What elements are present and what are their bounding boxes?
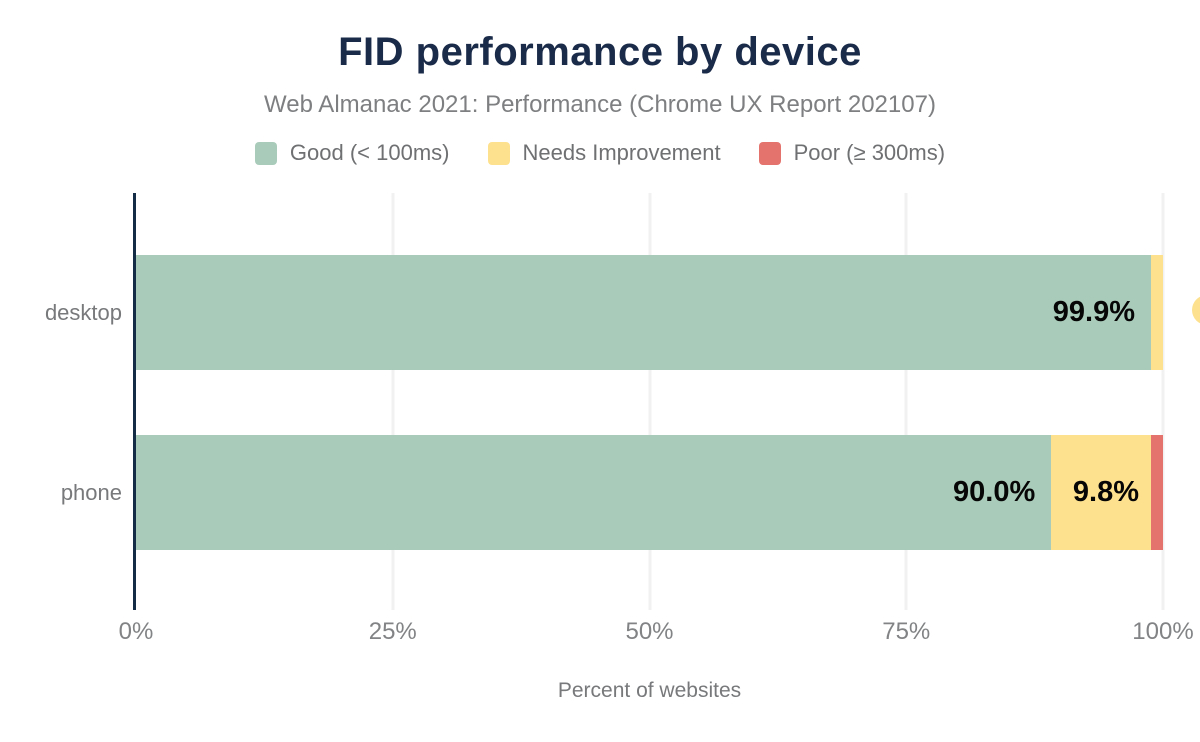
x-tick-25%: 25% (368, 618, 417, 645)
x-tick-0%: 0% (118, 618, 154, 645)
legend-item-label: Poor (≥ 300ms) (793, 140, 946, 165)
y-axis-line (133, 193, 136, 610)
legend-swatch-icon (758, 141, 781, 165)
y-axis-label-desktop: desktop (44, 299, 122, 325)
legend-swatch-icon (487, 141, 510, 165)
legend-item-label: Needs Improvement (522, 140, 721, 165)
x-tick-75%: 75% (882, 618, 931, 645)
gridline-25% (391, 193, 395, 610)
legend-item-2[interactable]: Needs Improvement (487, 140, 721, 166)
x-axis-title: Percent of websites (557, 679, 742, 702)
bar-segment-phone-3[interactable] (1151, 435, 1163, 550)
bar-segment-desktop-1[interactable]: 99.9% (136, 255, 1151, 370)
bar-value-label: 9.8% (1072, 476, 1139, 508)
gridline-75% (904, 193, 908, 610)
gridline-100% (1161, 193, 1165, 610)
x-tick-100%: 100% (1132, 618, 1194, 645)
bar-segment-desktop-2[interactable] (1151, 255, 1163, 370)
chart-subtitle: Web Almanac 2021: Performance (Chrome UX… (264, 91, 936, 118)
legend-swatch-icon (254, 141, 277, 165)
bar-segment-phone-2[interactable]: 9.8% (1051, 435, 1151, 550)
bar-value-label: 99.9% (1052, 296, 1135, 328)
plot-area: 99.9% 90.0% 9.8% (136, 193, 1165, 610)
legend: Good (< 100ms) Needs Improvement Poor (≥ 3… (0, 140, 1200, 166)
clipped-yellow-marker-icon (1192, 295, 1200, 325)
legend-item-1[interactable]: Good (< 100ms) (254, 140, 450, 166)
bar-row-desktop: 99.9% (136, 255, 1163, 370)
legend-item-label: Good (< 100ms) (289, 140, 450, 165)
bar-value-label: 90.0% (953, 476, 1036, 508)
bar-segment-phone-1[interactable]: 90.0% (136, 435, 1052, 550)
bar-row-phone: 90.0% 9.8% (136, 435, 1163, 550)
gridline-50% (648, 193, 651, 610)
x-tick-50%: 50% (625, 618, 674, 645)
chart-title: FID performance by device (338, 30, 862, 74)
legend-item-3[interactable]: Poor (≥ 300ms) (758, 140, 946, 166)
y-axis-label-phone: phone (60, 479, 122, 505)
